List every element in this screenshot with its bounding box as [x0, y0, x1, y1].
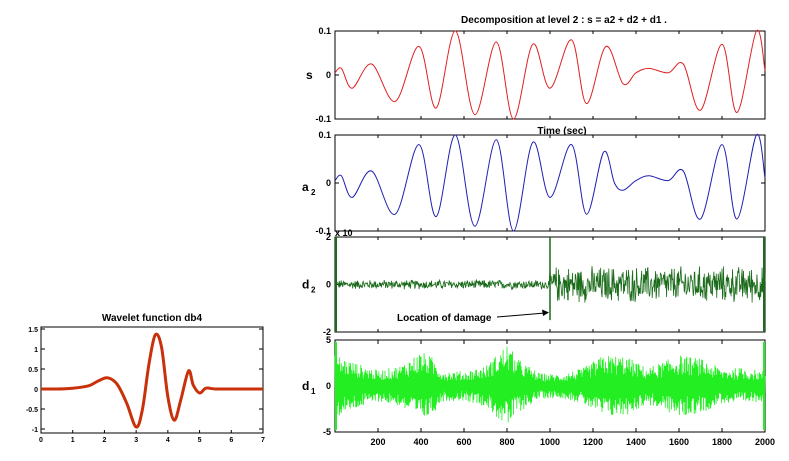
x-tick-label: 7 [261, 437, 265, 444]
y-tick-label: -1 [32, 427, 38, 434]
y-tick-label: 0 [326, 280, 331, 290]
y-tick-label: 0.1 [318, 26, 331, 36]
wavelet-title: Wavelet function db4 [102, 313, 203, 324]
y-tick-label: 1 [34, 347, 38, 354]
y-tick-label: 0 [326, 178, 331, 188]
detail-d1-series-line [334, 346, 766, 423]
damage-annotation-arrow [496, 312, 546, 318]
x-tick-label: 1400 [626, 437, 646, 447]
x-tick-label: 0 [39, 437, 43, 444]
signal-s-series-line [334, 29, 766, 120]
damage-annotation-label: Location of damage [397, 313, 492, 324]
y-axis-label-d2: d [302, 278, 309, 292]
x-tick-label: 4 [166, 437, 170, 444]
x-tick-label: 2000 [755, 437, 775, 447]
scale-factor-label: x 10 [335, 228, 353, 238]
approx-a2-frame [334, 134, 766, 232]
y-tick-label: -0.1 [315, 114, 331, 124]
x-tick-label: 6 [229, 437, 233, 444]
y-tick-label: -0.5 [26, 407, 38, 414]
decomposition-title: Decomposition at level 2 : s = a2 + d2 +… [461, 15, 667, 26]
signal-s-plot: Decomposition at level 2 : s = a2 + d2 +… [306, 15, 766, 137]
wavelet-series-line [40, 332, 263, 429]
y-tick-label: 0 [326, 70, 331, 80]
x-tick-label: 1 [71, 437, 75, 444]
y-tick-label: -0.1 [315, 226, 331, 236]
y-tick-label: -2 [323, 327, 331, 337]
y-tick-label: -5 [323, 427, 331, 437]
damage-annotation-arrowhead [542, 309, 549, 316]
approx-a2-series-line [334, 134, 766, 232]
detail-d1-plot: d 1 5 0 -5 200 400 600 800 1000 1200 1400 1600 1800 20… [302, 335, 775, 447]
x-tick-label: 1800 [712, 437, 732, 447]
x-tick-label: 800 [499, 437, 514, 447]
x-axis-label: Time (sec) [537, 126, 586, 137]
x-tick-label: 1600 [669, 437, 689, 447]
x-tick-label: 3 [134, 437, 138, 444]
x-tick-label: 2 [102, 437, 106, 444]
x-tick-label: 1200 [583, 437, 603, 447]
y-tick-label: 0 [34, 387, 38, 394]
y-tick-label: 2 [326, 232, 331, 242]
y-tick-label: 0.1 [318, 130, 331, 140]
signal-s-frame [334, 30, 766, 120]
x-tick-label: 600 [456, 437, 471, 447]
approx-a2-plot: a 2 0.1 0 -0.1 [302, 130, 766, 236]
y-axis-label-a2-sub: 2 [311, 188, 316, 197]
x-tick-label: 1000 [540, 437, 560, 447]
y-axis-label-d1-sub: 1 [311, 387, 316, 396]
x-tick-label: 200 [370, 437, 385, 447]
y-axis-label-a2: a [302, 180, 309, 194]
y-tick-label: 0.5 [28, 367, 38, 374]
y-axis-label-d2-sub: 2 [311, 286, 316, 295]
y-tick-label: 1.5 [28, 327, 38, 334]
y-axis-label-d1: d [302, 379, 309, 393]
x-tick-label: 5 [198, 437, 202, 444]
y-axis-label-s: s [306, 68, 313, 82]
y-tick-label: 0 [326, 381, 331, 391]
x-tick-label: 400 [413, 437, 428, 447]
y-tick-label: 5 [326, 335, 331, 345]
